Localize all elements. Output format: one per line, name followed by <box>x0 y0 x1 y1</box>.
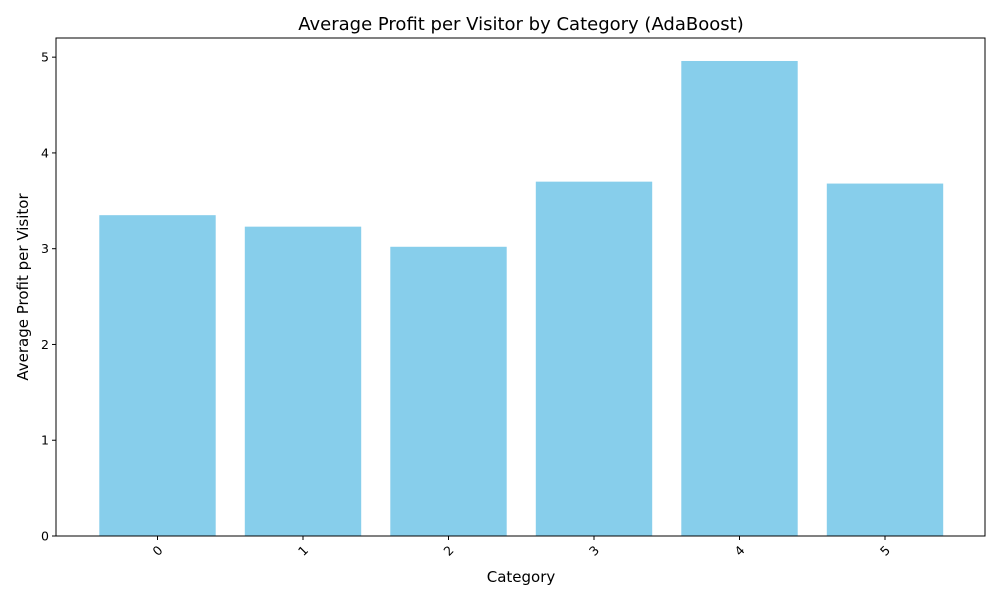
bar-category-0 <box>99 215 216 536</box>
x-tick-label: 5 <box>877 543 893 559</box>
bar-category-5 <box>826 183 944 537</box>
x-tick-label: 3 <box>586 543 602 559</box>
bar-category-1 <box>244 226 362 536</box>
x-tick-label: 4 <box>731 542 747 558</box>
chart-title: Average Profit per Visitor by Category (… <box>298 14 743 35</box>
x-axis-label: Category <box>487 568 556 586</box>
y-tick-label: 0 <box>41 529 49 544</box>
plot-frame <box>55 37 986 537</box>
y-tick-label: 5 <box>41 50 49 65</box>
y-axis: 0 1 2 3 4 5 <box>41 50 56 544</box>
x-tick-label: 2 <box>440 543 456 559</box>
y-tick-label: 1 <box>41 433 49 448</box>
bar-category-2 <box>390 246 507 536</box>
x-tick-label: 1 <box>295 543 311 559</box>
y-tick-label: 3 <box>41 241 49 256</box>
x-axis: 0 1 2 3 4 5 <box>149 536 893 559</box>
bar-category-4 <box>681 60 798 536</box>
y-tick-label: 2 <box>41 337 49 352</box>
bar-category-3 <box>535 181 653 536</box>
y-tick-label: 4 <box>41 145 49 160</box>
x-tick-label: 0 <box>149 542 165 558</box>
bars-group <box>99 60 944 537</box>
y-axis-label: Average Profit per Visitor <box>14 193 32 381</box>
